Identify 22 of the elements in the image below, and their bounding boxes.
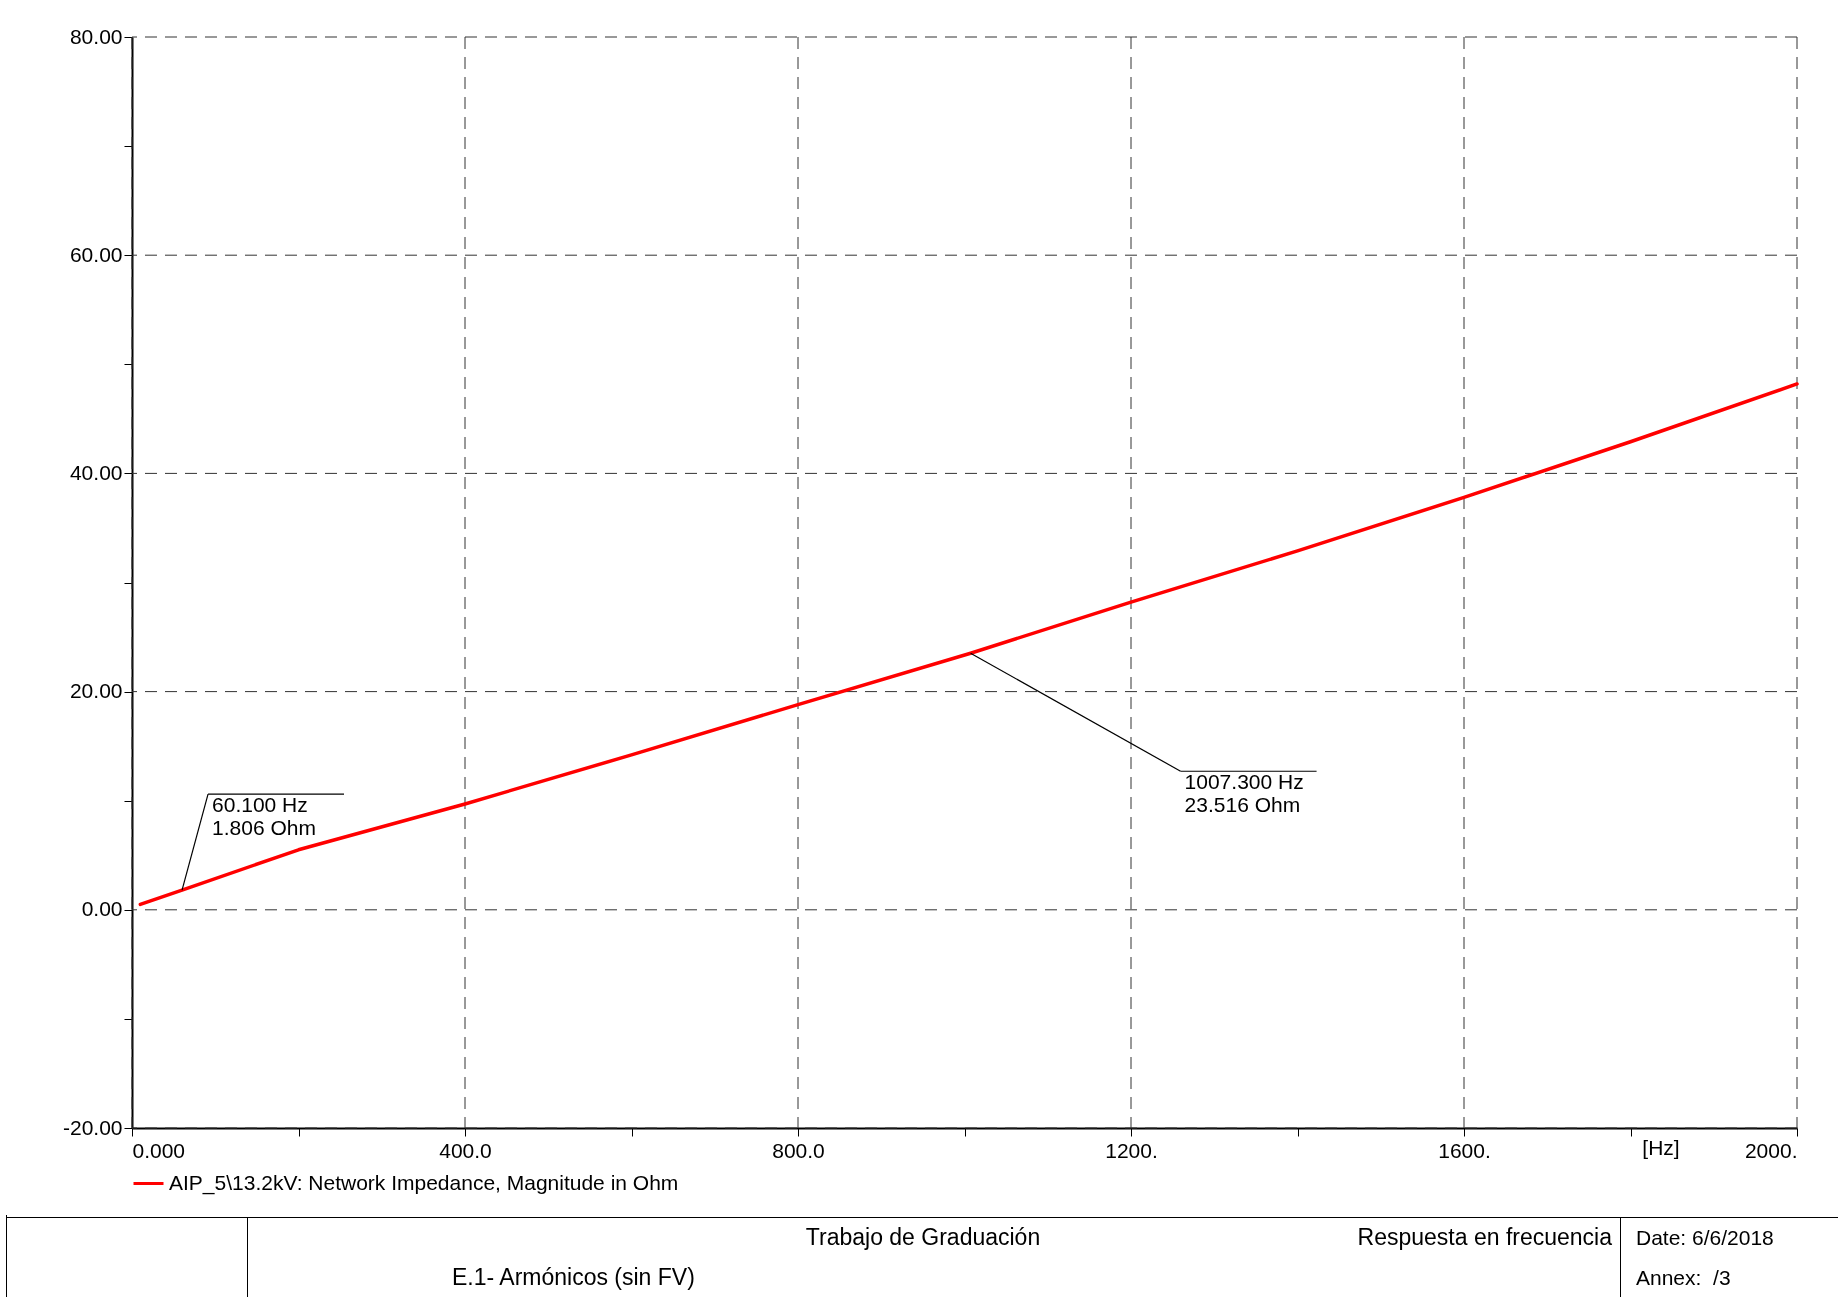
text: Trabajo de Graduación bbox=[805, 1224, 1041, 1251]
y-tick-label: 60.00 bbox=[69, 242, 123, 266]
x-axis-title: [Hz] bbox=[1642, 1135, 1680, 1159]
text: Respuesta en frecuencia bbox=[1357, 1224, 1612, 1251]
x-tick-label: 1600. bbox=[1438, 1138, 1491, 1162]
y-tick-label: -20.00 bbox=[62, 1115, 123, 1139]
x-tick-label: 800.0 bbox=[772, 1138, 825, 1162]
annotation: 60.100 Hz 1.806 Ohm bbox=[212, 793, 316, 840]
x-tick-label: 1200. bbox=[1105, 1138, 1158, 1162]
y-tick-label: 40.00 bbox=[69, 460, 123, 484]
y-tick-label: 0.00 bbox=[81, 897, 123, 921]
y-tick-label: 20.00 bbox=[69, 679, 123, 703]
x-tick-label: 400.0 bbox=[439, 1138, 492, 1162]
legend-label: AIP_5\13.2kV: Network Impedance, Magnitude in Ohm bbox=[169, 1170, 679, 1195]
x-tick-label: 2000. bbox=[1744, 1138, 1798, 1162]
line-series bbox=[138, 382, 1799, 907]
text: E.1- Armónicos (sin FV) bbox=[452, 1264, 695, 1291]
x-tick-label: 0.000 bbox=[132, 1138, 186, 1162]
annotation: 1007.300 Hz 23.516 Ohm bbox=[1184, 770, 1304, 817]
text: Date: 6/6/2018 bbox=[1636, 1226, 1774, 1250]
y-tick-label: 80.00 bbox=[69, 24, 123, 48]
text: Annex: /3 bbox=[1636, 1266, 1731, 1290]
